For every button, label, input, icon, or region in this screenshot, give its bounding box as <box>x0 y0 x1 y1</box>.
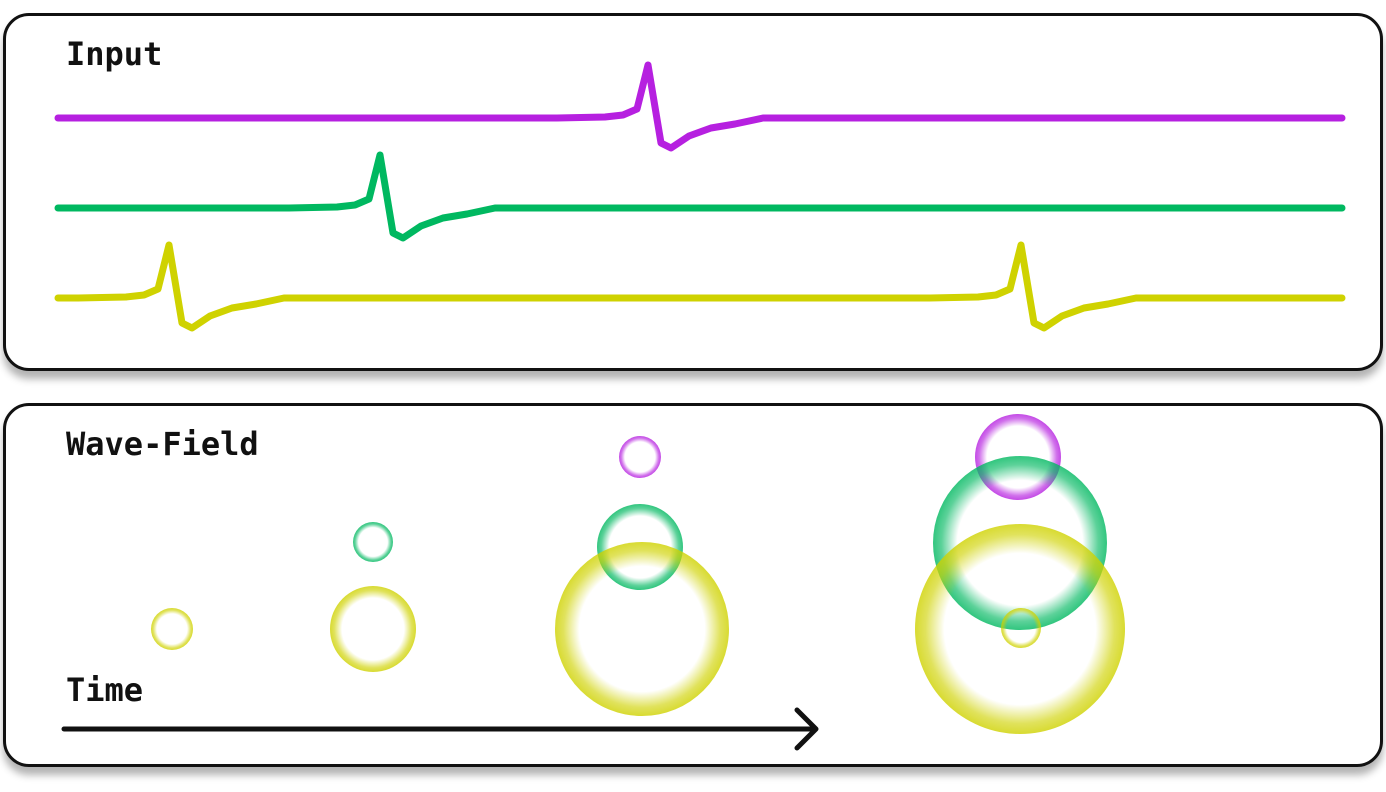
input-title: Input <box>66 35 163 73</box>
wave-circles <box>151 414 1125 734</box>
signal-magenta <box>54 61 1346 152</box>
wave-circle-magenta <box>619 436 661 478</box>
wave-circle-yellow <box>330 586 416 672</box>
time-arrow <box>61 707 819 751</box>
wave-field-title: Wave-Field <box>66 425 259 463</box>
signal-green <box>54 151 1346 242</box>
time-arrow-head <box>794 707 819 751</box>
wave-circle-yellow <box>555 542 729 716</box>
wave-circle-yellow <box>1001 608 1041 648</box>
wave-circle-green <box>353 522 393 562</box>
time-label: Time <box>66 671 144 709</box>
wave-circle-yellow <box>151 608 193 650</box>
input-signals <box>54 61 1346 332</box>
signal-yellow <box>54 241 1346 332</box>
